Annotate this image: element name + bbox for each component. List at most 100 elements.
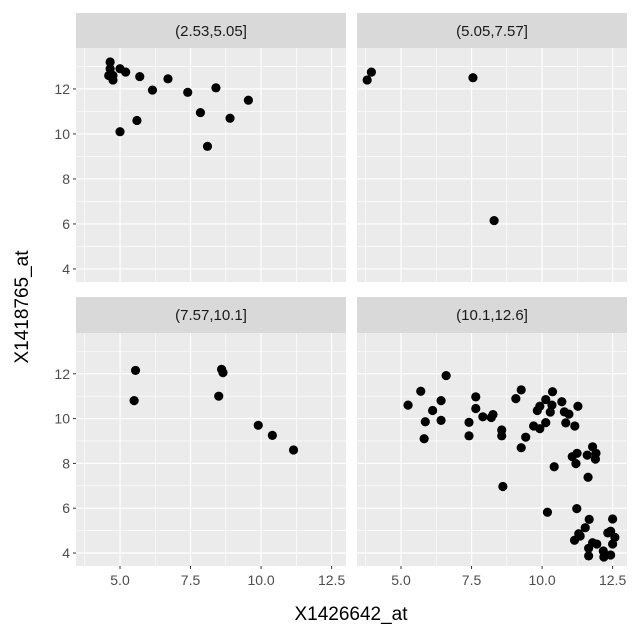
data-point xyxy=(575,531,585,541)
data-point xyxy=(511,394,521,404)
data-point xyxy=(564,409,574,419)
data-point xyxy=(516,385,526,395)
data-point xyxy=(489,215,499,226)
data-point xyxy=(129,396,139,406)
x-tick-label: 7.5 xyxy=(462,572,482,588)
data-point xyxy=(547,387,558,397)
data-point xyxy=(606,526,616,536)
facet-panel: (7.57,10.1] 4 6 8 10 12 5.0 7.5 10.0 12.5 xyxy=(54,297,346,588)
data-point xyxy=(516,443,526,453)
data-point xyxy=(584,551,594,561)
data-point xyxy=(115,127,125,137)
facet-strip-label: (7.57,10.1] xyxy=(175,307,247,324)
data-point xyxy=(572,504,582,514)
y-tick-label: 6 xyxy=(62,500,70,516)
y-tick-label: 4 xyxy=(62,261,70,277)
data-point xyxy=(580,523,590,533)
data-point xyxy=(135,71,145,82)
data-point xyxy=(541,394,551,405)
data-point xyxy=(471,392,481,402)
data-point xyxy=(468,73,478,83)
x-tick-label: 10.0 xyxy=(247,572,274,588)
data-point xyxy=(541,418,551,428)
facet-strip-label: (10.1,12.6] xyxy=(456,307,528,324)
data-point xyxy=(545,407,555,417)
data-point xyxy=(486,412,496,423)
data-point xyxy=(420,417,430,427)
data-point xyxy=(570,421,580,431)
data-point xyxy=(243,95,253,105)
data-point xyxy=(592,539,602,549)
facet-panel: (5.05,7.57] xyxy=(357,13,627,282)
panel-background xyxy=(76,48,346,282)
data-point xyxy=(582,450,592,460)
y-tick-label: 4 xyxy=(62,545,70,561)
facet-strip xyxy=(357,297,627,333)
data-point xyxy=(403,400,413,410)
data-point xyxy=(590,454,601,464)
data-point xyxy=(584,514,594,525)
y-tick-label: 8 xyxy=(62,171,70,187)
data-point xyxy=(288,445,299,455)
y-tick-label: 6 xyxy=(62,216,70,232)
data-point xyxy=(214,391,224,401)
x-tick-label: 5.0 xyxy=(391,572,411,588)
data-point xyxy=(211,83,221,93)
data-point xyxy=(130,365,141,376)
data-point xyxy=(147,85,158,95)
data-point xyxy=(561,418,571,428)
data-point xyxy=(441,370,451,381)
data-point xyxy=(549,462,559,472)
y-tick-label: 10 xyxy=(54,411,70,427)
facet-panel: (2.53,5.05] 4 6 8 10 12 xyxy=(54,13,346,282)
data-point xyxy=(108,70,118,81)
y-tick-label: 10 xyxy=(54,126,70,142)
x-tick-label: 10.0 xyxy=(528,572,555,588)
data-point xyxy=(471,403,481,414)
x-axis-title: X1426642_at xyxy=(294,604,408,625)
data-point xyxy=(105,57,115,67)
data-point xyxy=(121,67,131,77)
data-point xyxy=(253,420,263,430)
data-point xyxy=(608,514,618,524)
facet-strip-label: (2.53,5.05] xyxy=(175,23,247,40)
data-point xyxy=(606,550,616,560)
data-point xyxy=(572,448,582,458)
data-point xyxy=(436,415,446,425)
data-point xyxy=(583,472,593,482)
panel-background xyxy=(76,333,346,566)
data-point xyxy=(419,434,429,444)
facet-strip-label: (5.05,7.57] xyxy=(456,23,528,40)
data-point xyxy=(267,430,277,440)
data-point xyxy=(464,417,474,427)
data-point xyxy=(163,74,173,84)
data-point xyxy=(521,432,531,442)
data-point xyxy=(195,107,206,118)
data-point xyxy=(542,507,553,517)
data-point xyxy=(416,386,426,396)
data-point xyxy=(535,401,545,411)
data-point xyxy=(557,397,567,407)
x-tick-label: 7.5 xyxy=(181,572,201,588)
data-point xyxy=(464,431,474,441)
data-point xyxy=(535,424,545,434)
data-point xyxy=(132,115,142,126)
panel-background xyxy=(357,48,627,282)
y-axis-title: X1418765_at xyxy=(12,250,33,364)
facet-strip xyxy=(357,13,627,48)
facet-panel: (10.1,12.6] 5.0 7.5 10.0 12.5 xyxy=(357,297,627,588)
data-point xyxy=(547,400,557,410)
y-tick-label: 12 xyxy=(54,366,70,382)
x-tick-label: 5.0 xyxy=(110,572,130,588)
facet-strip xyxy=(76,297,346,333)
y-tick-label: 12 xyxy=(54,81,70,97)
data-point xyxy=(584,543,594,553)
data-point xyxy=(497,431,507,441)
data-point xyxy=(573,401,583,411)
facet-strip xyxy=(76,13,346,48)
y-tick-label: 8 xyxy=(62,455,70,471)
x-tick-label: 12.5 xyxy=(318,572,345,588)
data-point xyxy=(571,459,581,469)
data-point xyxy=(218,368,228,378)
